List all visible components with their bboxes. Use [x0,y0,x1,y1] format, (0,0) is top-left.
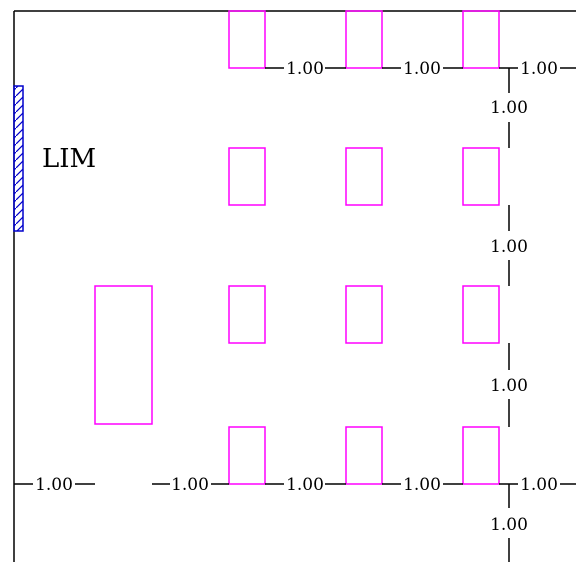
element-r4-c2 [345,426,383,485]
element-r4-c3 [462,426,500,485]
dim-text-top-3: 1.00 [520,59,558,79]
element-r3-c3 [462,285,500,344]
dim-text-bot-5: 1.00 [520,475,558,495]
dim-text-bot-3: 1.00 [286,475,324,495]
dim-text-vert-2: 1.00 [490,237,528,257]
element-r2-c3 [462,147,500,206]
dimension-lines [14,67,576,562]
dim-text-vert-1: 1.00 [490,98,528,118]
dim-text-top-1: 1.00 [286,59,324,79]
dimension-texts: 1.00 1.00 1.00 1.00 1.00 1.00 1.00 1.00 … [35,59,558,535]
dim-text-vert-3: 1.00 [490,376,528,396]
dim-text-top-2: 1.00 [403,59,441,79]
element-r1-c1 [228,10,266,69]
element-r3-c1 [228,285,266,344]
hatched-wall-element [13,85,24,232]
element-r3-c2 [345,285,383,344]
element-r4-c1 [228,426,266,485]
dim-text-bot-4: 1.00 [403,475,441,495]
elements [94,10,500,485]
element-r1-c2 [345,10,383,69]
element-large [94,285,153,425]
element-r2-c2 [345,147,383,206]
element-r2-c1 [228,147,266,206]
dim-text-bot-1: 1.00 [35,475,73,495]
element-r1-c3 [462,10,500,69]
dim-text-bot-2: 1.00 [171,475,209,495]
lim-label: LIM [42,144,96,174]
dim-text-vert-4: 1.00 [490,515,528,535]
